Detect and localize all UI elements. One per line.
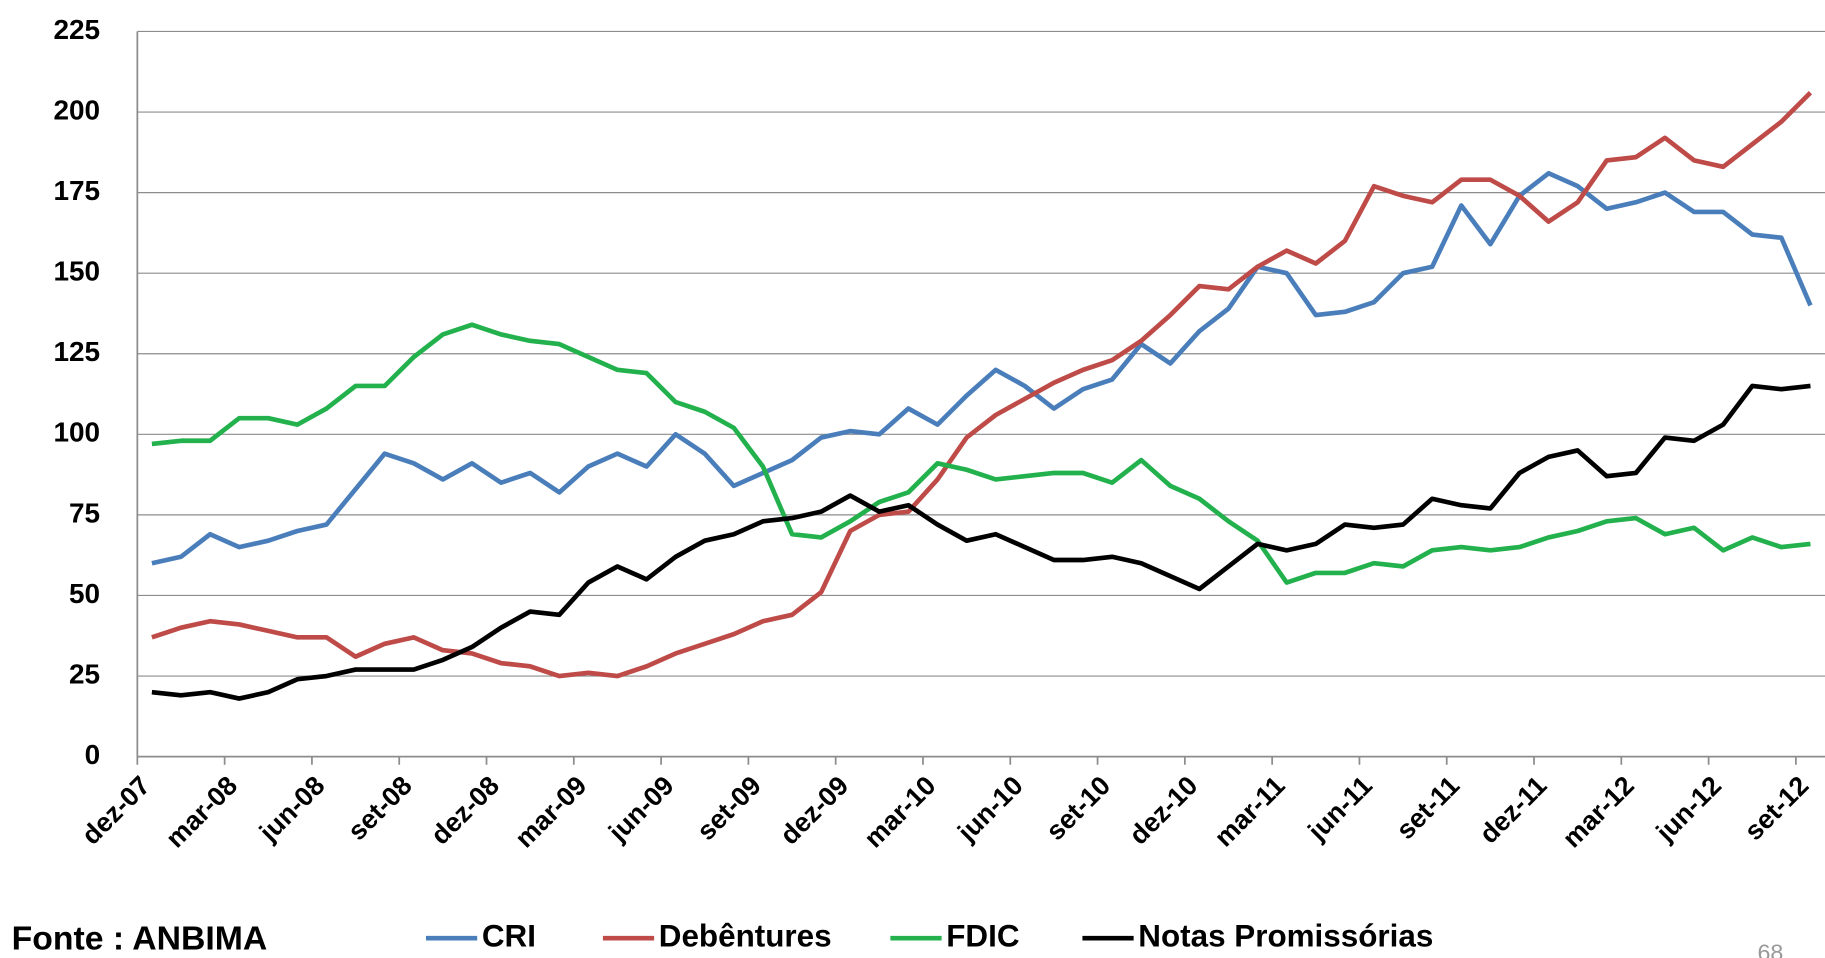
x-tick-label: mar-12 [1557,770,1640,853]
x-tick-label: dez-11 [1474,770,1553,849]
series-line [151,170,1813,566]
legend-label: Debêntures [659,918,832,953]
series-line [151,322,1811,585]
legend-label: CRI [482,918,536,953]
x-tick-label: set-09 [691,770,767,846]
y-tick-label: 100 [54,417,101,448]
page-number: 68 [1757,940,1783,958]
y-tick-label: 225 [54,14,101,45]
x-tick-label: dez-09 [774,770,854,850]
x-tick-label: mar-11 [1208,770,1290,852]
x-tick-label: mar-10 [858,770,941,853]
source-note: Fonte : ANBIMA [12,919,268,957]
legend-label: FDIC [946,918,1019,953]
y-tick-label: 200 [54,94,101,125]
x-tick-label: jun-12 [1650,770,1728,848]
x-tick-label: set-08 [342,770,418,846]
x-tick-label: mar-09 [509,770,592,853]
y-tick-label: 125 [54,336,101,367]
y-tick-label: 25 [69,658,100,689]
y-tick-label: 175 [54,175,101,206]
x-tick-label: mar-08 [160,770,243,853]
y-tick-label: 50 [69,578,100,609]
x-tick-label: set-12 [1739,770,1815,846]
legend-label: Notas Promissórias [1138,918,1433,953]
x-tick-label: set-11 [1390,770,1465,845]
x-tick-label: jun-11 [1301,770,1378,847]
x-tick-label: dez-10 [1123,770,1203,850]
x-tick-label: jun-10 [951,770,1029,848]
series-line [151,91,1813,679]
x-tick-label: dez-08 [425,770,505,850]
x-tick-label: jun-08 [253,770,331,848]
y-tick-label: 0 [85,739,101,770]
x-tick-label: set-10 [1040,770,1116,846]
y-tick-label: 150 [54,256,101,287]
x-tick-label: jun-09 [602,770,680,848]
series-line [151,383,1811,701]
x-tick-label: dez-07 [76,770,156,850]
y-tick-label: 75 [69,497,100,528]
